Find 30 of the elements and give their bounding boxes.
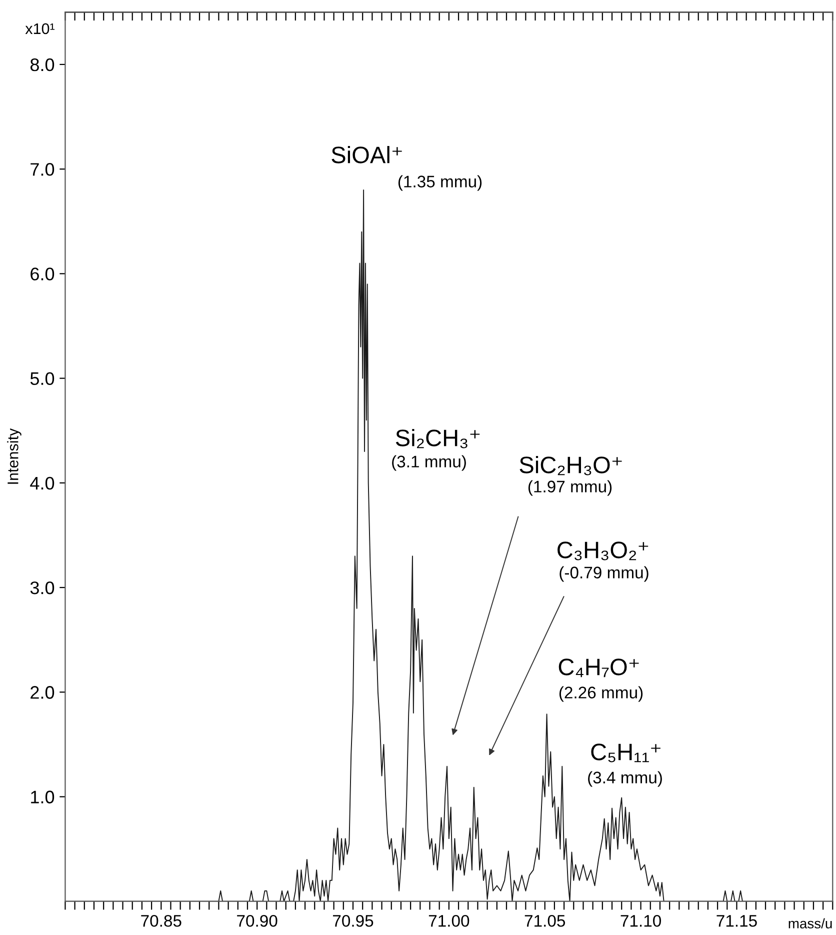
annotation: SiC₂H₃O⁺ <box>520 456 622 476</box>
annotation: C₅H₁₁⁺ <box>591 744 660 762</box>
annotation: (2.26 mmu) <box>559 686 643 702</box>
annotation: (3.1 mmu) <box>392 455 466 471</box>
annotation: C₄H₇O⁺ <box>558 658 639 678</box>
y-tick-label: 7.0 <box>30 163 54 176</box>
y-tick-label: 1.0 <box>31 790 54 804</box>
x-axis-title: mass/u <box>788 918 832 928</box>
y-tick-label: 4.0 <box>30 476 54 490</box>
annotation: C₃H₃O₂⁺ <box>558 542 648 560</box>
y-tick-label: 2.0 <box>30 686 54 699</box>
annotation: (3.4 mmu) <box>588 771 662 787</box>
y-tick-label: 5.0 <box>30 372 54 386</box>
x-tick-label: 70.85 <box>141 914 182 927</box>
x-tick-label: 71.00 <box>428 914 470 927</box>
annotation: (-0.79 mmu) <box>560 566 648 582</box>
y-tick-label: 3.0 <box>30 581 54 594</box>
annotation: (1.97 mmu) <box>528 480 612 496</box>
annotation: SiOAl⁺ <box>332 146 402 164</box>
x-tick-label: 71.05 <box>524 914 566 927</box>
annotation: (1.35 mmu) <box>398 175 482 191</box>
x-tick-label: 71.10 <box>620 914 661 927</box>
y-tick-label: 6.0 <box>30 268 54 280</box>
x-tick-label: 70.95 <box>333 914 374 927</box>
x-tick-label: 70.90 <box>237 914 278 927</box>
text: x10¹ <box>25 23 55 34</box>
annotation: Si₂CH₃⁺ <box>396 428 480 448</box>
y-axis-title: Intensity <box>7 428 22 484</box>
y-tick-label: 8.0 <box>30 58 54 72</box>
x-tick-label: 71.15 <box>716 915 757 927</box>
